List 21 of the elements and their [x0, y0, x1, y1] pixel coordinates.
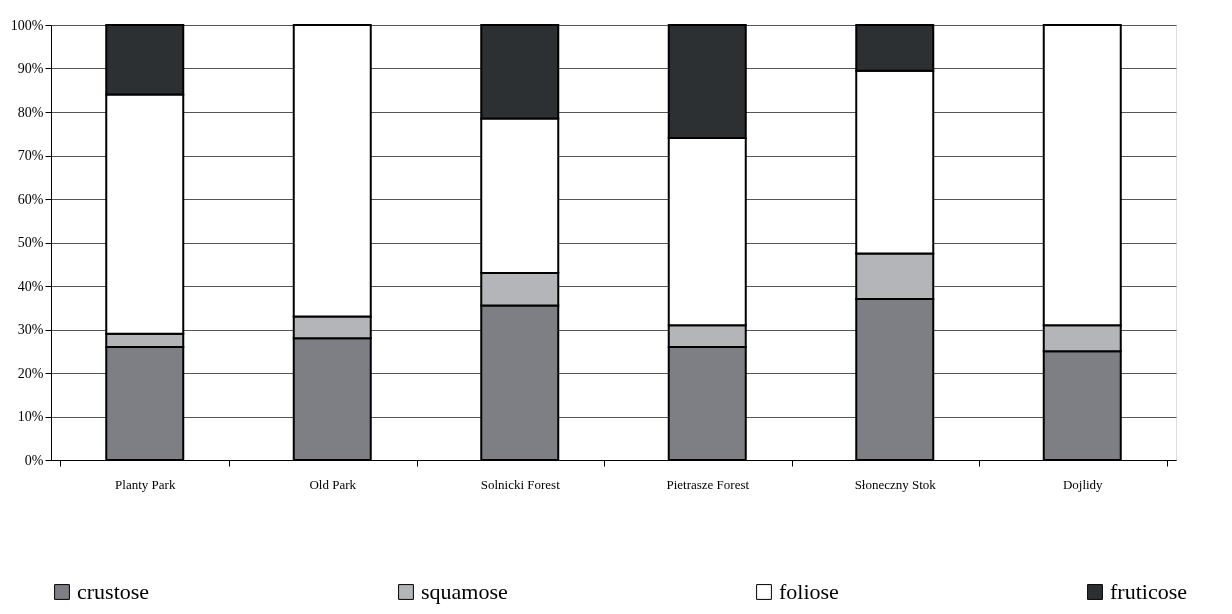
legend-label: fruticose	[1110, 579, 1187, 604]
x-tick-label: Planty Park	[115, 476, 176, 492]
x-tick-label: Old Park	[309, 476, 357, 492]
y-tick-label: 60%	[17, 191, 44, 207]
x-tick-label: Słoneczny Stok	[854, 476, 937, 492]
y-tick-label: 90%	[17, 61, 44, 76]
legend-label: foliose	[779, 579, 839, 604]
y-tick-label: 30%	[17, 322, 44, 337]
y-tick-label: 100%	[10, 17, 44, 33]
y-tick-label: 40%	[17, 278, 44, 294]
y-tick-label: 70%	[17, 148, 44, 163]
x-tick-label: Solnicki Forest	[480, 476, 561, 492]
y-tick-label: 50%	[17, 235, 44, 250]
legend-label: crustose	[77, 579, 150, 604]
x-tick-label: Pietrasze Forest	[666, 476, 750, 492]
y-tick-label: 80%	[17, 104, 44, 120]
y-tick-label: 0%	[24, 452, 44, 468]
x-tick-label: Dojlidy	[1062, 476, 1104, 492]
legend-label: squamose	[421, 579, 508, 604]
y-tick-label: 20%	[17, 365, 44, 381]
y-tick-label: 10%	[17, 409, 44, 424]
